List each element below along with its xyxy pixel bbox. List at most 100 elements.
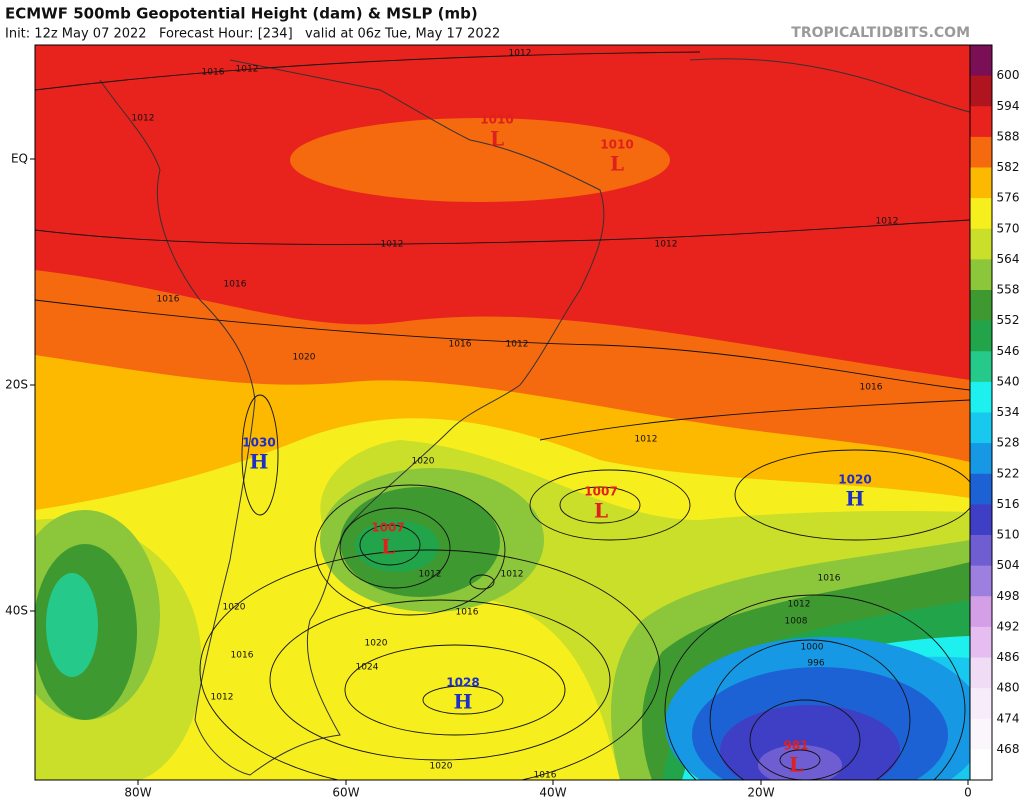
contour-label: 1016 xyxy=(231,651,254,661)
latitude-label: 40S xyxy=(5,604,28,618)
colorbar-label: 570 xyxy=(997,221,1020,235)
contour-label: 1020 xyxy=(365,639,388,649)
height-field xyxy=(35,45,970,780)
center-letter: L xyxy=(594,499,608,523)
field-band xyxy=(355,520,439,572)
contour-label: 1012 xyxy=(635,435,658,445)
contour-label: 1020 xyxy=(223,603,246,613)
contour-label: 1012 xyxy=(506,340,529,350)
contour-label: 1016 xyxy=(449,340,472,350)
contour-label: 1016 xyxy=(202,68,225,78)
center-value: 1020 xyxy=(838,473,871,487)
colorbar-label: 468 xyxy=(997,742,1020,756)
colorbar-band xyxy=(970,657,992,689)
contour-label: 1016 xyxy=(818,574,841,584)
colorbar-label: 534 xyxy=(997,405,1020,419)
colorbar-label: 516 xyxy=(997,497,1020,511)
colorbar-label: 522 xyxy=(997,466,1020,480)
colorbar-band xyxy=(970,626,992,658)
colorbar-band xyxy=(970,381,992,413)
field-band xyxy=(46,573,98,677)
contour-label: 1020 xyxy=(412,457,435,467)
contour-label: 1012 xyxy=(419,570,442,580)
colorbar-band xyxy=(970,443,992,475)
contour-label: 1012 xyxy=(132,114,155,124)
colorbar-label: 576 xyxy=(997,191,1020,205)
center-value: 1007 xyxy=(371,521,404,535)
latitude-label: 20S xyxy=(5,378,28,392)
credit: TROPICALTIDBITS.COM xyxy=(791,25,970,41)
contour-label: 1012 xyxy=(381,240,404,250)
coastline xyxy=(99,58,970,776)
contour-label: 1012 xyxy=(236,65,259,75)
colorbar-band xyxy=(970,320,992,352)
colorbar-label: 480 xyxy=(997,681,1020,695)
colorbar-band xyxy=(970,535,992,567)
colorbar-label: 582 xyxy=(997,160,1020,174)
field-band xyxy=(385,645,555,735)
colorbar-label: 528 xyxy=(997,436,1020,450)
contour-label: 1016 xyxy=(860,383,883,393)
contour-label: 1000 xyxy=(801,643,824,653)
colorbar-band xyxy=(970,749,992,781)
center-value: 1028 xyxy=(446,676,479,690)
colorbar-label: 558 xyxy=(997,283,1020,297)
colorbar-band xyxy=(970,718,992,750)
longitude-label: 20W xyxy=(747,786,774,800)
center-value: 1030 xyxy=(242,436,275,450)
colorbar-label: 474 xyxy=(997,711,1020,725)
longitude-label: 0 xyxy=(964,786,972,800)
contour-label: 1016 xyxy=(157,295,180,305)
center-letter: H xyxy=(846,487,865,511)
colorbar-band xyxy=(970,473,992,505)
longitude-label: 40W xyxy=(539,786,566,800)
colorbar-label: 492 xyxy=(997,619,1020,633)
center-value: 1010 xyxy=(480,113,513,127)
center-letter: L xyxy=(490,127,504,151)
colorbar-label: 486 xyxy=(997,650,1020,664)
center-value: 1010 xyxy=(600,138,633,152)
center-letter: L xyxy=(610,152,624,176)
contour-label: 1008 xyxy=(785,617,808,627)
center-value: 1007 xyxy=(584,485,617,499)
contour-label: 1020 xyxy=(430,762,453,772)
colorbar-band xyxy=(970,75,992,107)
axes: EQ 20S 40S 80W 60W 40W 20W 0 xyxy=(5,152,972,800)
colorbar-band xyxy=(970,228,992,260)
colorbar-band xyxy=(970,167,992,199)
contour-label: 1012 xyxy=(509,49,532,59)
isobars xyxy=(35,51,970,780)
coast-path xyxy=(99,59,605,776)
colorbar-label: 552 xyxy=(997,313,1020,327)
center-letter: H xyxy=(454,690,473,714)
colorbar-band xyxy=(970,259,992,291)
colorbar-label: 564 xyxy=(997,252,1020,266)
colorbar-label: 540 xyxy=(997,374,1020,388)
colorbar-label: 546 xyxy=(997,344,1020,358)
contour-label: 1016 xyxy=(456,608,479,618)
colorbar-band xyxy=(970,290,992,322)
colorbar-band xyxy=(970,565,992,597)
contour-label: 996 xyxy=(807,659,824,669)
colorbar: 600 594 588 582 576 570 564 558 552 546 540 534 528 5… xyxy=(969,44,1020,781)
field-band xyxy=(290,118,670,202)
contour-label: 1012 xyxy=(788,600,811,610)
colorbar-band xyxy=(970,351,992,383)
center-value: 981 xyxy=(783,739,808,753)
colorbar-band xyxy=(970,504,992,536)
colorbar-band xyxy=(970,106,992,138)
colorbar-frame xyxy=(969,44,993,781)
longitude-label: 60W xyxy=(332,786,359,800)
contour-label: 1012 xyxy=(211,693,234,703)
coast-path xyxy=(689,58,970,113)
colorbar-label: 600 xyxy=(997,68,1020,82)
colorbar-label: 504 xyxy=(997,558,1020,572)
center-letter: L xyxy=(381,535,395,559)
colorbar-band xyxy=(970,45,992,77)
colorbar-band xyxy=(970,412,992,444)
latitude-label: EQ xyxy=(11,152,28,166)
colorbar-label: 498 xyxy=(997,589,1020,603)
